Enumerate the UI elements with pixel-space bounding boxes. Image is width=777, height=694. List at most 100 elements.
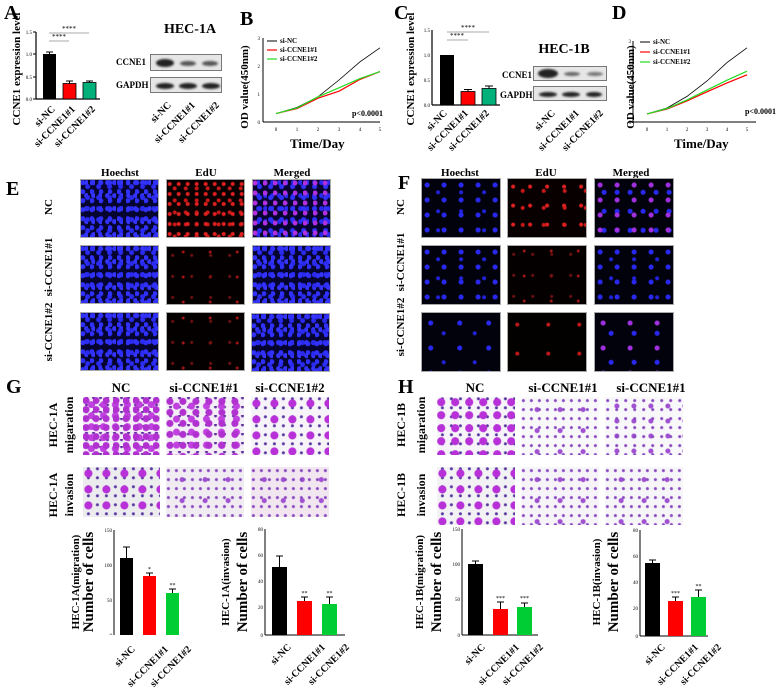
- panel-f-img-nc-hoechst: [421, 178, 501, 238]
- svg-text:1.5: 1.5: [424, 29, 431, 34]
- panel-g-invasion-ylabel: Number of cells: [235, 531, 251, 633]
- panel-g-row-migration-cell: HEC-1A: [46, 402, 60, 448]
- panel-h-invasion-ylabel: Number of cells: [606, 531, 622, 633]
- svg-text:0: 0: [261, 634, 264, 637]
- panel-f-row-si2: si-CCNE1#2: [395, 297, 407, 357]
- panel-e-img-nc-hoechst: [80, 179, 159, 238]
- svg-text:40: 40: [258, 580, 264, 585]
- panel-e-img-nc-edu: [166, 179, 245, 238]
- panel-c-bar-chart: 1.5 1.0 0.5 0.0 **** ****: [400, 20, 510, 160]
- panel-b-ylabel: OD value(450nm): [239, 45, 251, 129]
- svg-text:1: 1: [258, 93, 261, 98]
- sig-h-inv-2: **: [696, 584, 702, 590]
- panel-g-row-invasion-cell: HEC-1A: [46, 472, 60, 518]
- svg-text:1: 1: [666, 128, 669, 133]
- svg-text:3: 3: [338, 128, 341, 133]
- panel-e-img-nc-merged: [252, 179, 331, 238]
- svg-text:0: 0: [458, 634, 461, 637]
- svg-text:20: 20: [258, 606, 264, 611]
- panel-h-col-si1b: si-CCNE1#1: [616, 380, 686, 395]
- panel-f-img-si2-merged: [594, 312, 674, 372]
- panel-a-bar-chart: 1.5 1.0 0.5 0.0 **** ****: [0, 20, 110, 160]
- svg-text:0: 0: [275, 128, 278, 133]
- svg-text:2: 2: [629, 67, 632, 72]
- panel-f-img-si2-hoechst: [421, 312, 501, 372]
- svg-text:0: 0: [646, 128, 649, 133]
- panel-g-img-invasion-nc: [83, 467, 160, 517]
- panel-f-img-si2-edu: [507, 312, 587, 372]
- svg-text:80: 80: [633, 529, 639, 534]
- panel-g-row-migration: migaration: [62, 396, 76, 454]
- svg-text:60: 60: [258, 554, 264, 559]
- svg-text:50: 50: [455, 598, 461, 603]
- panel-letter-a: A: [4, 2, 19, 24]
- panel-f-img-si1-hoechst: [421, 245, 501, 305]
- legend-b-si-nc: si-NC: [280, 37, 297, 45]
- sig-g-inv-1: **: [302, 591, 308, 597]
- svg-text:80: 80: [258, 528, 264, 533]
- blot-ccne1-a: [150, 54, 222, 71]
- panel-b-xlabel: Time/Day: [290, 136, 345, 151]
- panel-e-img-si1-merged: [252, 245, 331, 304]
- panel-h-img-invasion-nc: [437, 467, 515, 525]
- panel-f-col-hoechst: Hoechst: [441, 167, 479, 179]
- legend-d-si-ccne1-2: si-CCNE1#2: [653, 58, 691, 66]
- panel-e-col-edu: EdU: [195, 167, 217, 179]
- panel-g-img-migration-si1: [166, 397, 244, 455]
- panel-f-img-si1-merged: [594, 245, 674, 305]
- svg-text:2: 2: [686, 128, 689, 133]
- panel-letter-f: F: [398, 172, 411, 194]
- panel-h-invasion-bar-chart: 80 60 40 20 0 *** **: [630, 528, 730, 640]
- svg-text:20: 20: [633, 607, 639, 612]
- panel-a-blot-title: HEC-1A: [163, 22, 217, 37]
- panel-f-img-nc-merged: [594, 178, 674, 238]
- panel-f-img-nc-edu: [507, 178, 587, 238]
- svg-text:0: 0: [629, 121, 632, 126]
- legend-d-si-ccne1-1: si-CCNE1#1: [653, 48, 691, 56]
- blot-label-ccne1-a: CCNE1: [116, 57, 147, 67]
- panel-letter-d: D: [612, 2, 627, 24]
- pvalue-d: p<0.0001: [745, 107, 776, 116]
- sig-g-mig-2: **: [170, 583, 176, 589]
- svg-text:3: 3: [629, 40, 632, 45]
- svg-text:0: 0: [258, 121, 261, 126]
- panel-h-row-migration-cell: HEC-1B: [394, 403, 408, 448]
- blot-label-ccne1-c: CCNE1: [502, 70, 533, 80]
- panel-e-img-si1-hoechst: [80, 245, 159, 304]
- panel-e-col-merged: Merged: [273, 167, 311, 179]
- svg-text:100: 100: [453, 563, 461, 568]
- sig-h-inv-1: ***: [671, 591, 680, 597]
- svg-text:150: 150: [453, 528, 461, 533]
- panel-c-blot-title: HEC-1B: [538, 42, 590, 57]
- panel-g-img-invasion-si2: [251, 467, 329, 517]
- svg-text:4: 4: [726, 128, 729, 133]
- panel-e-img-si2-merged: [251, 313, 330, 372]
- blot-label-gapdh-a: GAPDH: [116, 80, 149, 90]
- sig-g-inv-2: **: [327, 591, 333, 597]
- svg-text:3: 3: [706, 128, 709, 133]
- sig-annot-a-1: ****: [62, 25, 77, 33]
- panel-h-migration-ylabel: Number of cells: [429, 531, 445, 633]
- panel-h-img-migration-si1: [521, 397, 599, 455]
- svg-text:1.0: 1.0: [424, 54, 431, 59]
- panel-e-img-si1-edu: [166, 246, 245, 305]
- panel-h-col-si1: si-CCNE1#1: [528, 380, 598, 395]
- panel-f-img-si1-edu: [507, 245, 587, 305]
- panel-h-row-migration: migaration: [414, 396, 428, 454]
- panel-d-xlabel: Time/Day: [674, 136, 729, 151]
- legend-b-si-ccne1-2: si-CCNE1#2: [280, 55, 318, 63]
- svg-text:0.5: 0.5: [424, 79, 431, 84]
- legend-d-si-nc: si-NC: [653, 38, 670, 46]
- panel-h-img-migration-nc: [437, 397, 515, 455]
- panel-h-row-invasion: invasion: [414, 473, 428, 517]
- panel-h-invasion-title: HEC-1B(invasion): [591, 538, 603, 626]
- panel-g-migration-ylabel: Number of cells: [81, 531, 97, 633]
- panel-h-migration-title: HEC-1B(migration): [414, 534, 426, 630]
- panel-g-invasion-bar-chart: 80 60 40 20 0 ** **: [255, 527, 355, 639]
- panel-g-col-si1: si-CCNE1#1: [169, 380, 239, 395]
- panel-h-img-invasion-si1b: [605, 467, 683, 525]
- svg-text:150: 150: [105, 529, 113, 534]
- blot-gapdh-a: [150, 77, 222, 93]
